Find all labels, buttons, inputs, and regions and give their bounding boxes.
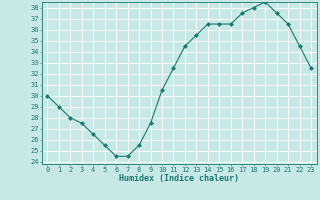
X-axis label: Humidex (Indice chaleur): Humidex (Indice chaleur): [119, 174, 239, 183]
